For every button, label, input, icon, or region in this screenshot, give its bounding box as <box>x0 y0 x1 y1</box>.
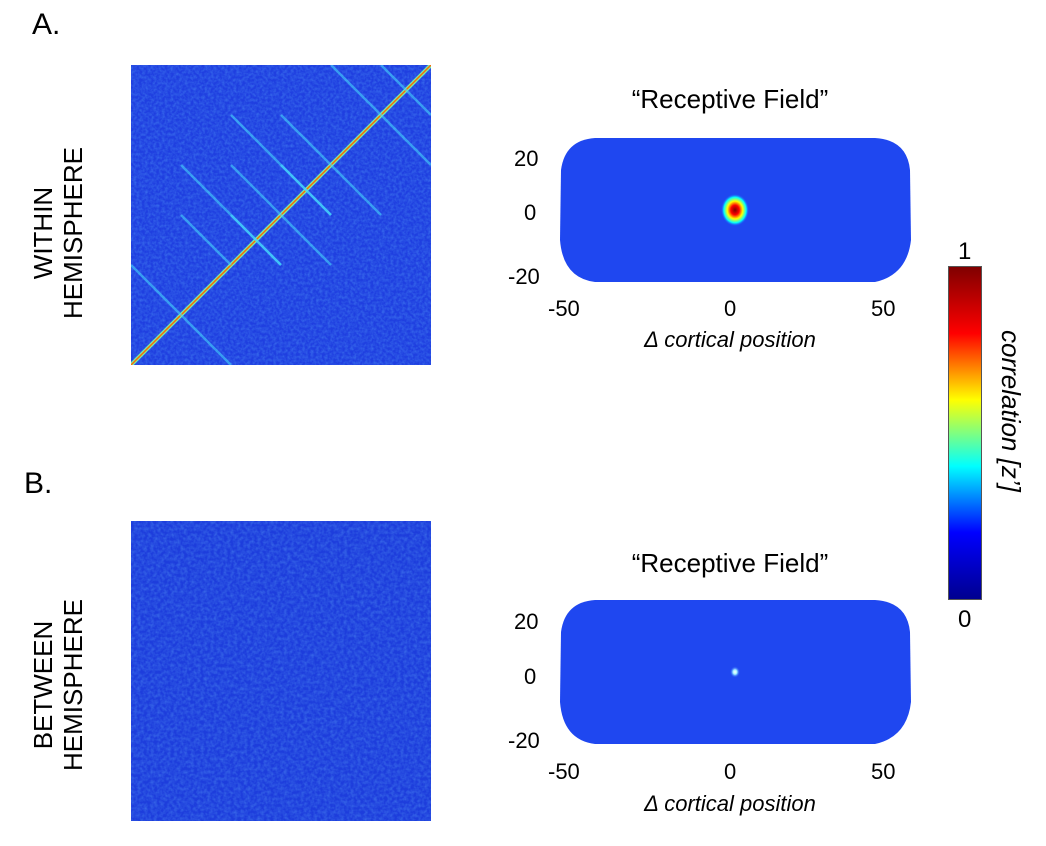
row-label-within-line2: HEMISPHERE <box>58 147 88 319</box>
within-matrix-band-4 <box>180 214 232 266</box>
within-matrix-band-6 <box>280 114 332 166</box>
within-matrix-band-0 <box>131 264 232 365</box>
rf-b-ytick-0: 0 <box>524 664 537 689</box>
colorbar-min-label: 0 <box>958 606 972 633</box>
rf-a-xlabel: Δ cortical position <box>644 327 816 352</box>
panel-b-letter: B. <box>24 467 53 500</box>
row-label-between-line2: HEMISPHERE <box>58 599 88 771</box>
row-label-between: BETWEEN HEMISPHERE <box>28 535 88 835</box>
rf-a-xtick-0: 0 <box>724 296 737 321</box>
rf-b-ytick-20: 20 <box>514 609 539 634</box>
within-receptive-field-heatmap <box>560 138 911 282</box>
between-receptive-field-heatmap <box>560 600 911 744</box>
panel-a-letter: A. <box>32 8 61 41</box>
between-matrix-heatmap <box>131 521 431 821</box>
within-matrix-band-5 <box>230 164 282 216</box>
within-matrix-band-1 <box>330 65 431 166</box>
rf-title-a: “Receptive Field” <box>631 84 829 114</box>
within-matrix-band-8 <box>280 214 332 266</box>
between-matrix-noise <box>131 521 431 821</box>
row-label-within-line1: WITHIN <box>28 186 58 280</box>
within-matrix-band-9 <box>180 164 282 266</box>
rf-a-ytick-20: 20 <box>514 146 539 171</box>
rf-b-xtick-0: 0 <box>724 759 737 784</box>
row-label-within: WITHIN HEMISPHERE <box>28 83 88 383</box>
within-matrix-band-7 <box>330 164 382 216</box>
rf-a-ytick-0: 0 <box>524 200 537 225</box>
rf-a-xtick-50: 50 <box>871 296 896 321</box>
rf-b-ytick-neg20: -20 <box>508 728 540 753</box>
colorbar <box>948 266 982 600</box>
within-matrix-heatmap <box>131 65 431 365</box>
colorbar-max-label: 1 <box>958 238 972 265</box>
rf-b-peak <box>730 666 740 678</box>
row-label-between-line1: BETWEEN <box>28 620 58 750</box>
rf-b-xtick-neg50: -50 <box>548 759 580 784</box>
rf-a-peak <box>721 193 749 227</box>
rf-b-xtick-50: 50 <box>871 759 896 784</box>
within-matrix-structure <box>131 65 431 365</box>
rf-a-ytick-neg20: -20 <box>508 264 540 289</box>
colorbar-label: correlation [z’] <box>996 330 1026 492</box>
within-matrix-band-11 <box>380 65 431 116</box>
rf-b-xlabel: Δ cortical position <box>644 791 816 816</box>
rf-title-b: “Receptive Field” <box>631 548 829 578</box>
rf-a-xtick-neg50: -50 <box>548 296 580 321</box>
within-matrix-band-10 <box>230 114 332 216</box>
